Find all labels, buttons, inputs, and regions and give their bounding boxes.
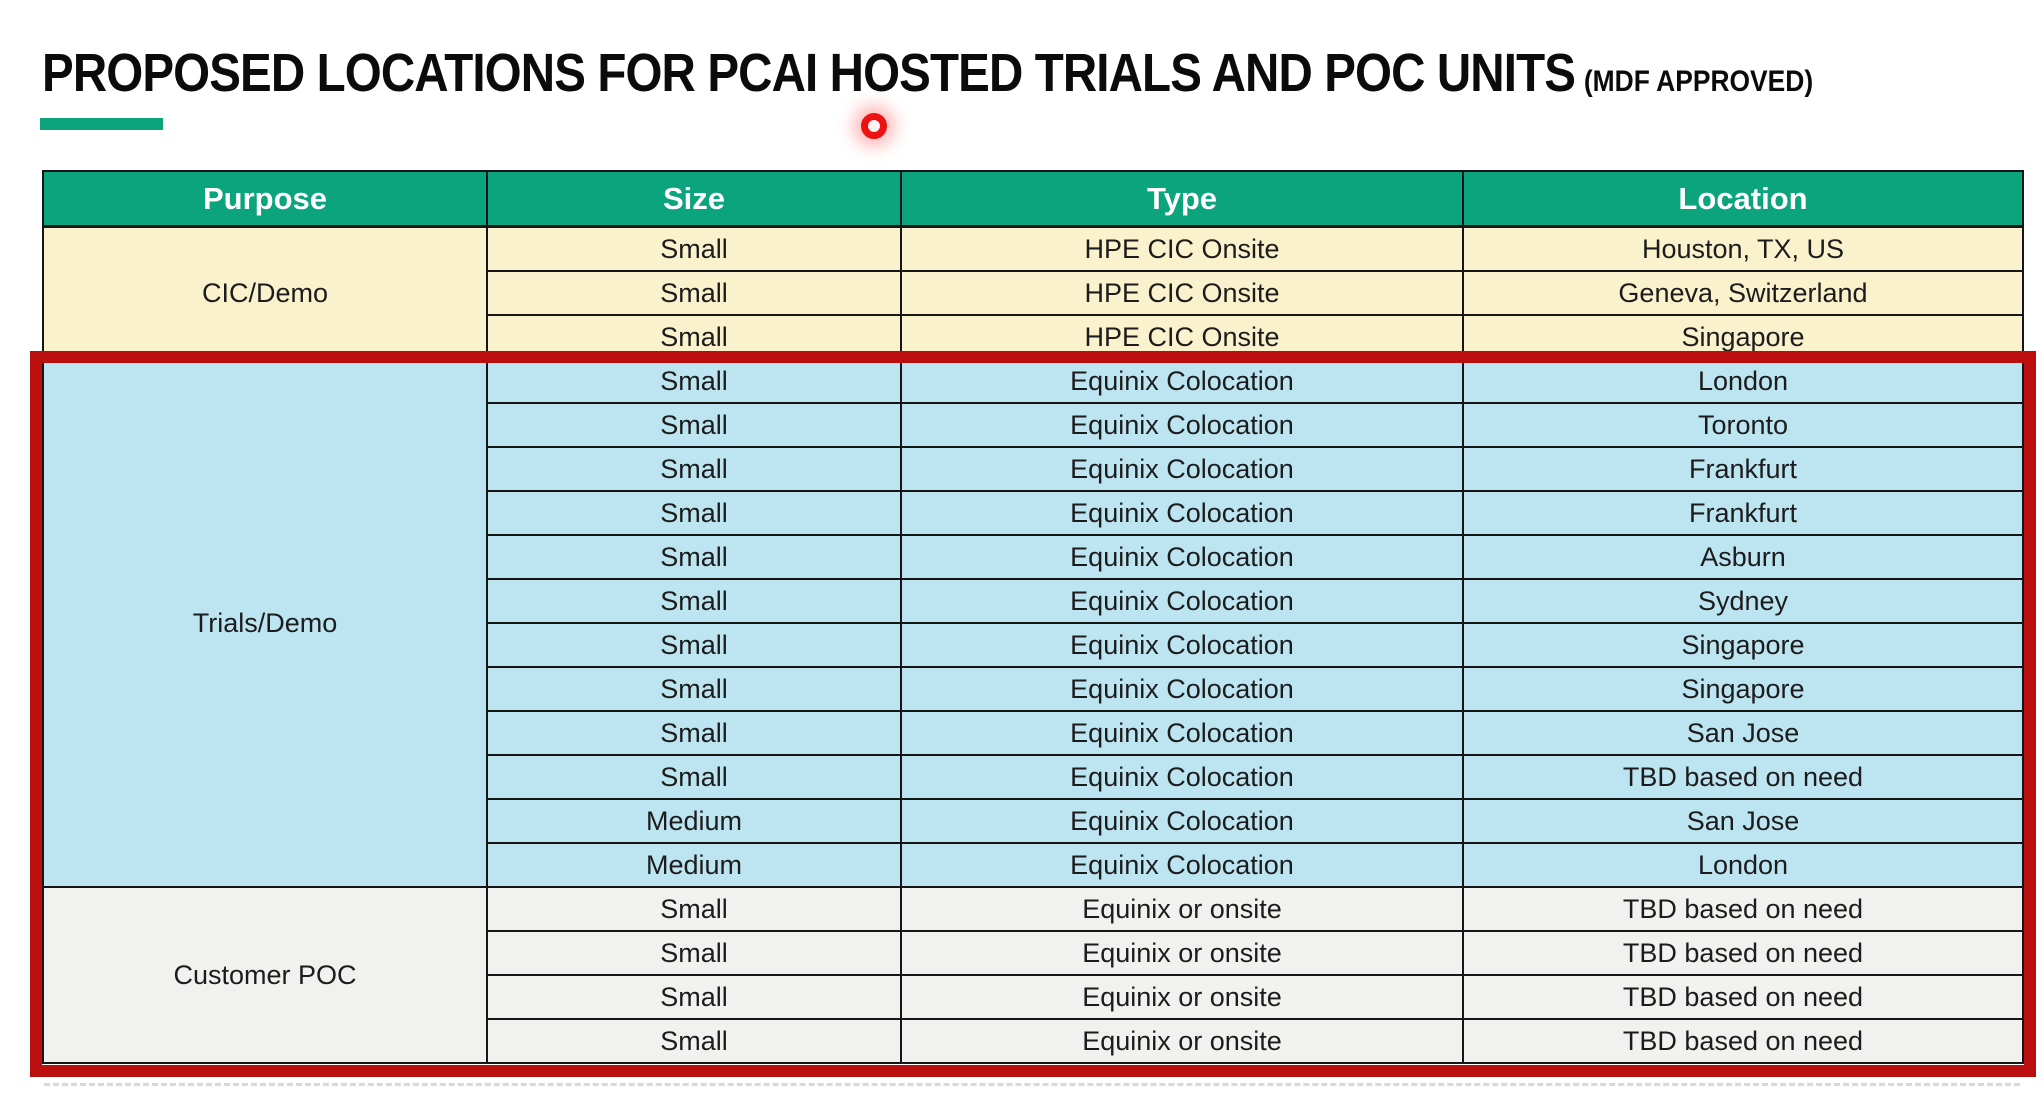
table-cell: Small <box>488 756 902 800</box>
table-row: Small Equinix or onsite TBD based on need <box>44 932 2024 976</box>
table-cell: Small <box>488 668 902 712</box>
table-cell: Equinix or onsite <box>902 888 1464 932</box>
table-cell: Singapore <box>1464 624 2024 668</box>
table-cell: Small <box>488 404 902 448</box>
table-cell: HPE CIC Onsite <box>902 228 1464 272</box>
table-cell: Small <box>488 228 902 272</box>
table-row: Small Equinix Colocation Frankfurt <box>44 492 2024 536</box>
table-cell: Sydney <box>1464 580 2024 624</box>
table-row: Small Equinix Colocation Toronto <box>44 404 2024 448</box>
column-header-size: Size <box>488 172 902 228</box>
table-cell: TBD based on need <box>1464 932 2024 976</box>
table-row: CIC/Demo Small HPE CIC Onsite Houston, TX, … <box>44 228 2024 360</box>
table-cell: Small <box>488 272 902 316</box>
table-cell: Small <box>488 888 902 932</box>
table-cell: Equinix or onsite <box>902 1020 1464 1064</box>
table-row: Small Equinix or onsite TBD based on need <box>44 1020 2024 1064</box>
table-cell: HPE CIC Onsite <box>902 272 1464 316</box>
table-cell: Small <box>488 492 902 536</box>
table-cell: Singapore <box>1464 668 2024 712</box>
table-cell: Equinix Colocation <box>902 448 1464 492</box>
table-row: Small Equinix or onsite TBD based on need <box>44 976 2024 1020</box>
table-cell: San Jose <box>1464 712 2024 756</box>
table-cell: Small <box>488 976 902 1020</box>
table-cell: Asburn <box>1464 536 2024 580</box>
table-cell: Equinix Colocation <box>902 404 1464 448</box>
table-cell: Small <box>488 448 902 492</box>
table-cell: Equinix Colocation <box>902 668 1464 712</box>
table-cell: Equinix Colocation <box>902 536 1464 580</box>
table-cell: Equinix Colocation <box>902 580 1464 624</box>
table-cell: TBD based on need <box>1464 756 2024 800</box>
table-row: Small Equinix Colocation Sydney <box>44 580 2024 624</box>
column-header-purpose: Purpose <box>44 172 488 228</box>
table-cell: Equinix or onsite <box>902 932 1464 976</box>
placeholder-dashed-edge <box>44 1083 2020 1086</box>
table-row: Medium Equinix Colocation London <box>44 844 2024 888</box>
table-row: Medium Equinix Colocation San Jose <box>44 800 2024 844</box>
column-header-location: Location <box>1464 172 2024 228</box>
page-title-suffix: (MDF APPROVED) <box>1583 65 1814 98</box>
purpose-cell-cic-demo: CIC/Demo <box>44 228 488 360</box>
table-cell: Geneva, Switzerland <box>1464 272 2024 316</box>
table-cell: San Jose <box>1464 800 2024 844</box>
table-row: Small Equinix Colocation Frankfurt <box>44 448 2024 492</box>
table-cell: Small <box>488 624 902 668</box>
table-cell: Houston, TX, US <box>1464 228 2024 272</box>
table-row: Small Equinix Colocation Singapore <box>44 624 2024 668</box>
table-cell: London <box>1464 360 2024 404</box>
table-cell: Equinix Colocation <box>902 844 1464 888</box>
laser-pointer-dot <box>861 113 887 139</box>
table-cell: Small <box>488 316 902 360</box>
table-cell: London <box>1464 844 2024 888</box>
table-cell: Frankfurt <box>1464 492 2024 536</box>
table-row: Small Equinix Colocation Singapore <box>44 668 2024 712</box>
locations-table: Purpose Size Type Location CIC/Demo Small HPE… <box>42 170 2024 1064</box>
page-title-main: PROPOSED LOCATIONS FOR PCAI HOSTED TRIAL… <box>42 43 1576 103</box>
table-cell: HPE CIC Onsite <box>902 316 1464 360</box>
table-cell: Equinix Colocation <box>902 756 1464 800</box>
table-cell: TBD based on need <box>1464 976 2024 1020</box>
table-row: Small Equinix Colocation San Jose <box>44 712 2024 756</box>
table-cell: Medium <box>488 800 902 844</box>
table-cell: Frankfurt <box>1464 448 2024 492</box>
table-cell: Equinix Colocation <box>902 712 1464 756</box>
table-cell: TBD based on need <box>1464 1020 2024 1064</box>
table-cell: Equinix Colocation <box>902 492 1464 536</box>
column-header-type: Type <box>902 172 1464 228</box>
table-cell: Singapore <box>1464 316 2024 360</box>
table-cell: Small <box>488 536 902 580</box>
table-cell: Toronto <box>1464 404 2024 448</box>
table-row: Small Equinix Colocation TBD based on need <box>44 756 2024 800</box>
title-accent-bar <box>40 118 163 130</box>
table-cell: Equinix Colocation <box>902 360 1464 404</box>
header-row: Purpose Size Type Location <box>44 172 2024 228</box>
table-row: Trials/Demo Small Equinix Colocation London <box>44 360 2024 888</box>
table-body: CIC/Demo Small HPE CIC Onsite Houston, TX, … <box>44 228 2024 1064</box>
table-cell: TBD based on need <box>1464 888 2024 932</box>
page-title: PROPOSED LOCATIONS FOR PCAI HOSTED TRIAL… <box>42 42 1813 104</box>
table-cell: Equinix Colocation <box>902 800 1464 844</box>
table-cell: Medium <box>488 844 902 888</box>
table-row: Small HPE CIC Onsite Geneva, Switzerland <box>44 272 2024 316</box>
table-cell: Small <box>488 1020 902 1064</box>
purpose-cell-trials-demo: Trials/Demo <box>44 360 488 888</box>
table-header: Purpose Size Type Location <box>44 172 2024 228</box>
table-cell: Small <box>488 360 902 404</box>
table-cell: Small <box>488 932 902 976</box>
table-cell: Equinix or onsite <box>902 976 1464 1020</box>
table-row: Customer POC Small Equinix or onsite TBD ba… <box>44 888 2024 1064</box>
table-cell: Small <box>488 712 902 756</box>
table-cell: Small <box>488 580 902 624</box>
table-row: Small Equinix Colocation Asburn <box>44 536 2024 580</box>
purpose-cell-customer-poc: Customer POC <box>44 888 488 1064</box>
table-cell: Equinix Colocation <box>902 624 1464 668</box>
